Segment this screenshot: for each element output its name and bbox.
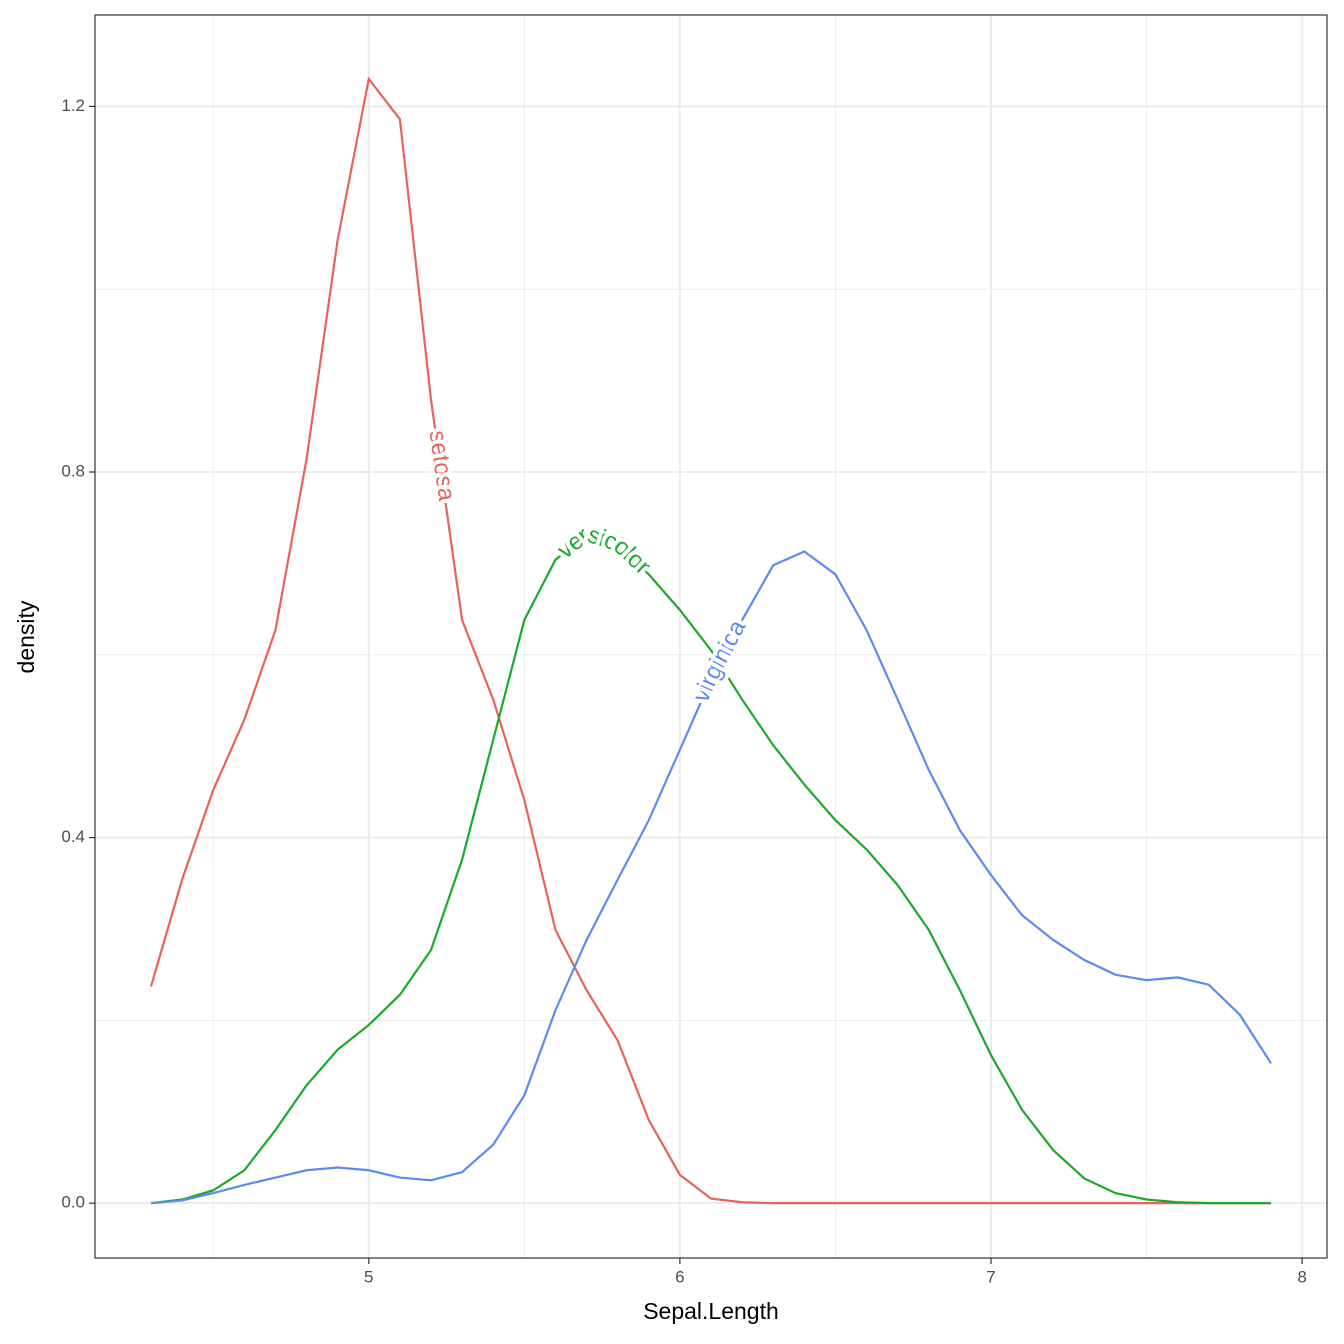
density-line bbox=[150, 533, 1271, 1205]
y-tick-label: 0.8 bbox=[61, 461, 85, 480]
y-tick-label: 0.0 bbox=[61, 1193, 85, 1212]
y-tick-label: 1.2 bbox=[61, 96, 85, 115]
panel-border bbox=[94, 14, 1328, 1259]
legend-label: setosa bbox=[419, 425, 464, 507]
y-tick-label: 0.4 bbox=[61, 827, 85, 846]
density-line bbox=[149, 76, 1271, 1205]
curve-label: setosa bbox=[423, 429, 460, 503]
curve-label: virginica bbox=[688, 615, 752, 706]
x-tick-label: 8 bbox=[1297, 1267, 1306, 1286]
x-tick-label: 5 bbox=[364, 1267, 373, 1286]
density-line bbox=[150, 550, 1272, 1205]
x-tick-label: 7 bbox=[986, 1267, 995, 1286]
curve-label: versicolor bbox=[553, 522, 656, 581]
legend-label: virginica bbox=[684, 611, 756, 710]
legend-label: versicolor bbox=[549, 518, 660, 585]
x-axis-title: Sepal.Length bbox=[643, 1298, 779, 1324]
y-axis-title: density bbox=[13, 600, 39, 673]
x-tick-label: 6 bbox=[675, 1267, 684, 1286]
